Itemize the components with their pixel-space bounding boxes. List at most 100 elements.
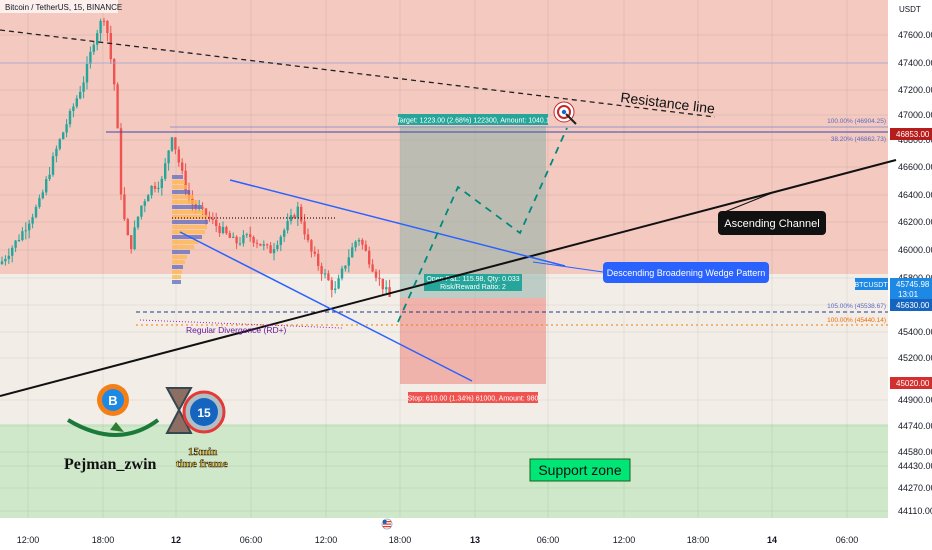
candle-body [232,236,235,238]
candle-body [58,139,61,149]
candle-body [259,243,262,246]
candle-body [344,265,347,269]
candle-body [286,221,289,231]
candle-body [361,239,364,245]
candle-body [276,244,279,250]
price-tick-label: 44110.00 [898,506,932,516]
candle-body [11,247,14,256]
candle-body [55,148,58,157]
candle-body [24,230,27,232]
support-zone-badge [529,458,631,482]
candle-body [317,253,320,266]
divergence-line [139,319,343,329]
time-axis-bg [0,518,888,550]
price-tick-label: 47200.00 [898,85,932,95]
flag-icon[interactable] [381,518,393,530]
fib-label-4: 100.00% (45440.14) [827,317,886,324]
time-tick-label: 18:00 [687,535,710,545]
volume-profile-bar [172,275,181,279]
stop-label: Stop: 610.00 (1.34%) 61000, Amount: 980 [408,396,539,403]
candle-body [296,206,299,219]
candle-body [170,137,174,151]
price-tick-label: 44430.00 [898,461,932,471]
candle-body [378,277,381,279]
volume-profile-bar [172,220,208,224]
target-icon [553,101,577,125]
ascending-channel-line[interactable] [0,159,897,397]
position-tool[interactable]: Target: 1223.00 (2.68%) 122300, Amount: … [396,114,550,403]
candle-body [262,244,265,246]
candle-body [201,207,204,209]
candle-body [347,257,350,266]
candle-body [313,251,316,254]
candle-body [249,234,252,237]
candle-body [164,163,167,179]
candle-body [235,236,238,244]
author-logo: B Pejman_zwin [64,384,160,473]
candle-body [41,192,44,199]
candle-body [388,287,391,297]
candle-body [82,82,85,92]
candle-body [130,235,133,250]
volume-profile-bar [172,260,185,264]
timeframe-text-2: time frame [176,458,228,470]
header-bg [0,0,118,13]
candle-body [51,156,55,175]
stop-label-bg [408,392,538,403]
candle-body [334,288,337,290]
ascending-channel-label: Ascending Channel [724,218,819,230]
divergence-label: Regular Divergence (RD+) [186,325,287,335]
time-tick-label: 06:00 [836,535,859,545]
time-tick-label: 12:00 [17,535,40,545]
time-axis[interactable]: 12:00 18:00 12 06:00 12:00 18:00 13 06:00 12:00 1… [17,535,859,545]
candle-body [337,278,340,289]
support-zone-label: Support zone [538,462,621,478]
time-tick-label: 12:00 [315,535,338,545]
candle-body [143,201,146,206]
time-tick-label: 06:00 [240,535,263,545]
candle-body [38,198,41,207]
candle-body [174,137,177,150]
target-label-bg [398,114,548,125]
resistance-line[interactable] [0,29,716,118]
candle-body [136,216,140,228]
candle-body [351,247,354,258]
candle-body [147,195,150,202]
candle-body [242,235,245,244]
candle-body [184,170,187,191]
candle-body [320,265,323,274]
candle-body [269,245,272,254]
candle-body [133,227,136,250]
candle-body [371,264,374,272]
candle-body [102,20,106,22]
wedge-upper-line[interactable] [229,179,566,267]
wedge-lower-line[interactable] [179,231,473,382]
symbol-title[interactable]: Bitcoin / TetherUS, 15, BINANCE [5,3,122,12]
candle-body [303,221,306,235]
symbol-badge: BTCUSDT [854,282,888,289]
candle-body [89,51,92,64]
candle-body [34,206,38,218]
candle-body [106,20,109,34]
price-tick-label: 46200.00 [898,217,932,227]
support-zone [0,424,888,518]
currency-label[interactable]: USDT [899,5,921,14]
fib-label-2: 38.20% (46862.73) [831,136,886,143]
candle-body [300,206,303,222]
candles [0,17,391,298]
candle-body [45,179,48,193]
volume-profile-bar [172,195,194,199]
candle-body [113,59,116,85]
candle-body [310,240,313,252]
price-tick-label: 46600.00 [898,162,932,172]
timeframe-badge: 15 [197,406,211,420]
candle-body [385,287,388,290]
candle-body [17,239,21,241]
countdown-label: 13:01 [898,290,919,299]
candle-body [283,230,286,237]
fib-label-1: 100.00% (46904.25) [827,118,886,125]
candle-body [211,218,214,220]
candle-body [279,236,282,245]
